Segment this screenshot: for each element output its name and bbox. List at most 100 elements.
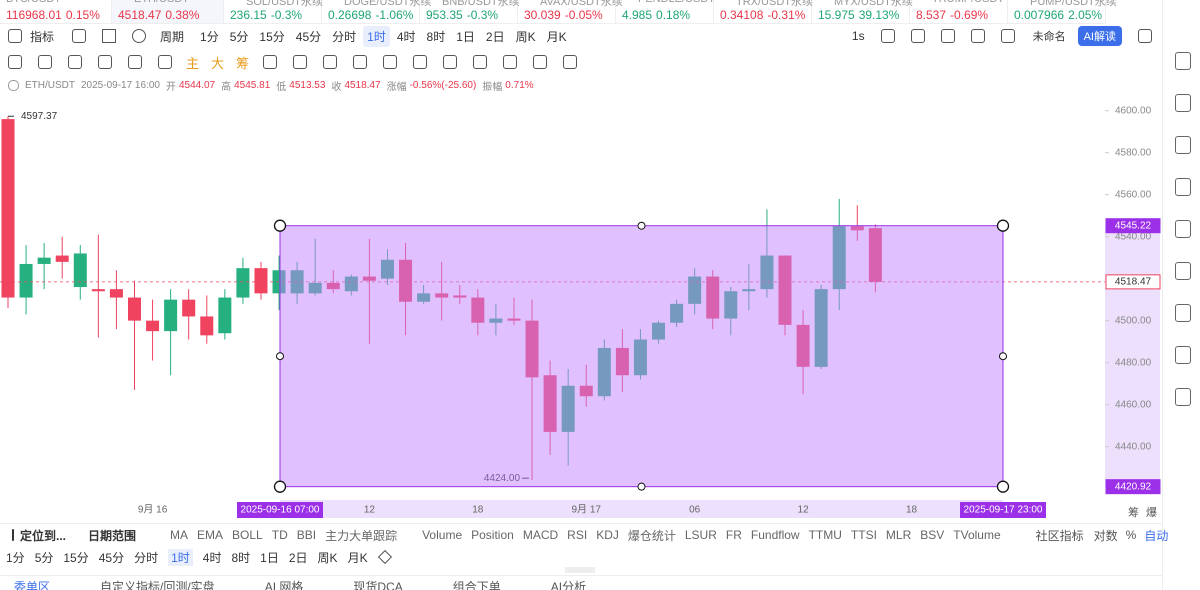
indicator-icon[interactable] bbox=[8, 29, 22, 43]
interval-button[interactable]: 周K bbox=[317, 550, 338, 565]
sub-indicator[interactable]: MACD bbox=[522, 528, 559, 542]
tab[interactable]: 自定义指标/回测/实盘 bbox=[100, 579, 215, 590]
tab[interactable]: AI分析 bbox=[550, 579, 587, 590]
sidebar-icon[interactable] bbox=[1175, 94, 1191, 112]
interval-button[interactable]: 周K bbox=[515, 29, 536, 44]
sub-indicator[interactable]: TTMU bbox=[808, 528, 842, 542]
sidebar-icon[interactable] bbox=[1175, 346, 1191, 364]
ticker-item[interactable]: MYX/USDT永续 15.975 39.13% bbox=[812, 0, 913, 23]
pencil-icon[interactable] bbox=[910, 29, 925, 43]
date-range-button[interactable]: 日期范围 bbox=[88, 528, 137, 543]
fullscreen-icon[interactable] bbox=[1000, 29, 1015, 43]
sidebar-icon[interactable] bbox=[1175, 178, 1191, 196]
interval-button[interactable]: 1分 bbox=[6, 550, 25, 565]
main-indicator[interactable]: EMA bbox=[197, 528, 224, 542]
settings-icon[interactable] bbox=[970, 29, 985, 43]
ai-button[interactable]: AI解读 bbox=[1077, 26, 1122, 46]
interval-button[interactable]: 5分 bbox=[34, 550, 54, 565]
ticker-item[interactable]: BTC/USDT 116968.010.15% bbox=[0, 0, 112, 23]
sub-indicator[interactable]: TVolume bbox=[953, 528, 1001, 542]
link-icon[interactable] bbox=[293, 55, 308, 69]
interval-button[interactable]: 月K bbox=[546, 29, 567, 44]
tab[interactable]: 组合下单 bbox=[452, 579, 501, 590]
main-indicator[interactable]: 主力大单跟踪 bbox=[325, 528, 398, 543]
interval-button[interactable]: 1分 bbox=[200, 29, 219, 44]
mode-button[interactable]: 主 bbox=[186, 55, 200, 71]
sidebar-icon[interactable] bbox=[1175, 388, 1191, 406]
auto-toggle[interactable]: 自动 bbox=[1144, 528, 1169, 543]
main-indicator[interactable]: BOLL bbox=[232, 528, 263, 542]
sidebar-icon[interactable] bbox=[1175, 52, 1191, 70]
ticker-item[interactable]: TRUMP/USDT 8.537-0.69% bbox=[910, 0, 1008, 23]
locate-icon[interactable] bbox=[12, 529, 14, 541]
sidebar-icon[interactable] bbox=[1175, 262, 1191, 280]
tab[interactable]: 委单区 bbox=[14, 579, 51, 590]
ticker-item[interactable]: BNB/USDT永续 953.35 -0.3% bbox=[420, 0, 520, 23]
interval-button[interactable]: 4时 bbox=[396, 29, 416, 44]
more-icon[interactable] bbox=[158, 55, 172, 69]
interval-button[interactable]: 5分 bbox=[229, 29, 249, 44]
interval-button[interactable]: 15分 bbox=[259, 29, 285, 44]
fib-icon[interactable] bbox=[98, 55, 112, 69]
interval-button[interactable]: 8时 bbox=[426, 29, 446, 44]
replay-icon[interactable] bbox=[132, 29, 147, 43]
speed-button[interactable]: 1s bbox=[851, 29, 865, 43]
ticker-item[interactable]: DOGE/USDT永续 0.26698 -1.06% bbox=[322, 0, 431, 23]
ticker-item[interactable]: SOL/USDT永续 236.15 -0.3% bbox=[224, 0, 323, 23]
sub-indicator[interactable]: MLR bbox=[885, 528, 912, 542]
sidebar-icon[interactable] bbox=[1175, 304, 1191, 322]
redo-icon[interactable] bbox=[563, 55, 578, 69]
rewind-icon[interactable] bbox=[102, 29, 117, 43]
ticker-item[interactable]: ETH/USDT 4518.470.38% bbox=[112, 0, 224, 23]
indicator-button[interactable]: 指标 bbox=[30, 29, 55, 44]
tab[interactable]: 现货DCA bbox=[353, 579, 403, 590]
interval-button[interactable]: 45分 bbox=[295, 29, 322, 44]
main-indicator[interactable]: TD bbox=[271, 528, 288, 542]
sub-indicator[interactable]: Volume bbox=[422, 528, 463, 542]
interval-button[interactable]: 2日 bbox=[288, 550, 308, 565]
brush-icon[interactable] bbox=[323, 55, 338, 69]
interval-button[interactable]: 8时 bbox=[231, 550, 251, 565]
sub-indicator[interactable]: Fundflow bbox=[750, 528, 800, 542]
sub-indicator[interactable]: LSUR bbox=[684, 528, 717, 542]
interval-button[interactable]: 1时 bbox=[363, 25, 390, 47]
calendar-icon[interactable] bbox=[72, 29, 87, 43]
interval-button[interactable]: 45分 bbox=[98, 550, 125, 565]
interval-button[interactable]: 分时 bbox=[134, 550, 159, 565]
sub-indicator[interactable]: FR bbox=[725, 528, 742, 542]
layout-name[interactable]: 未命名 bbox=[1032, 31, 1066, 43]
log-toggle[interactable]: 对数 bbox=[1093, 528, 1118, 543]
zoom-icon[interactable] bbox=[383, 55, 398, 69]
mode-button[interactable]: 大 bbox=[211, 55, 225, 71]
ticker-item[interactable]: AVAX/USDT永续 30.039 -0.05% bbox=[518, 0, 623, 23]
collapse-icon[interactable] bbox=[8, 79, 19, 91]
text-icon[interactable] bbox=[68, 55, 82, 69]
hline-icon[interactable] bbox=[8, 55, 22, 69]
period-label[interactable]: 周期 bbox=[160, 29, 185, 44]
channel-icon[interactable] bbox=[128, 55, 142, 69]
close-icon[interactable] bbox=[377, 549, 392, 565]
interval-button[interactable]: 2日 bbox=[485, 29, 505, 44]
interval-button[interactable]: 1日 bbox=[260, 550, 279, 565]
sidebar-icon[interactable] bbox=[1175, 220, 1191, 238]
sub-indicator[interactable]: RSI bbox=[567, 528, 588, 542]
community-button[interactable]: 社区指标 bbox=[1035, 528, 1084, 543]
mode-button[interactable]: 筹 bbox=[236, 55, 250, 71]
share-icon[interactable] bbox=[1138, 29, 1152, 43]
tab[interactable]: AI 网格 bbox=[264, 579, 304, 590]
camera-icon[interactable] bbox=[880, 29, 895, 43]
eye-icon[interactable] bbox=[443, 55, 458, 69]
sidebar-icon[interactable] bbox=[1175, 136, 1191, 154]
sub-indicator[interactable]: TTSI bbox=[850, 528, 877, 542]
delete-icon[interactable] bbox=[503, 55, 518, 69]
ticker-item[interactable]: PUMP/USDT永续 0.007966 2.05% bbox=[1008, 0, 1117, 23]
locate-button[interactable]: 定位到... bbox=[20, 528, 67, 543]
ticker-item[interactable]: TRX/USDT永续 0.34108 -0.31% bbox=[714, 0, 813, 23]
interval-button[interactable]: 1日 bbox=[456, 29, 475, 44]
interval-button[interactable]: 月K bbox=[347, 550, 368, 565]
select-icon[interactable] bbox=[263, 55, 278, 69]
sub-indicator[interactable]: Position bbox=[471, 528, 514, 542]
sub-indicator[interactable]: KDJ bbox=[596, 528, 619, 542]
percent-toggle[interactable]: % bbox=[1125, 528, 1137, 542]
